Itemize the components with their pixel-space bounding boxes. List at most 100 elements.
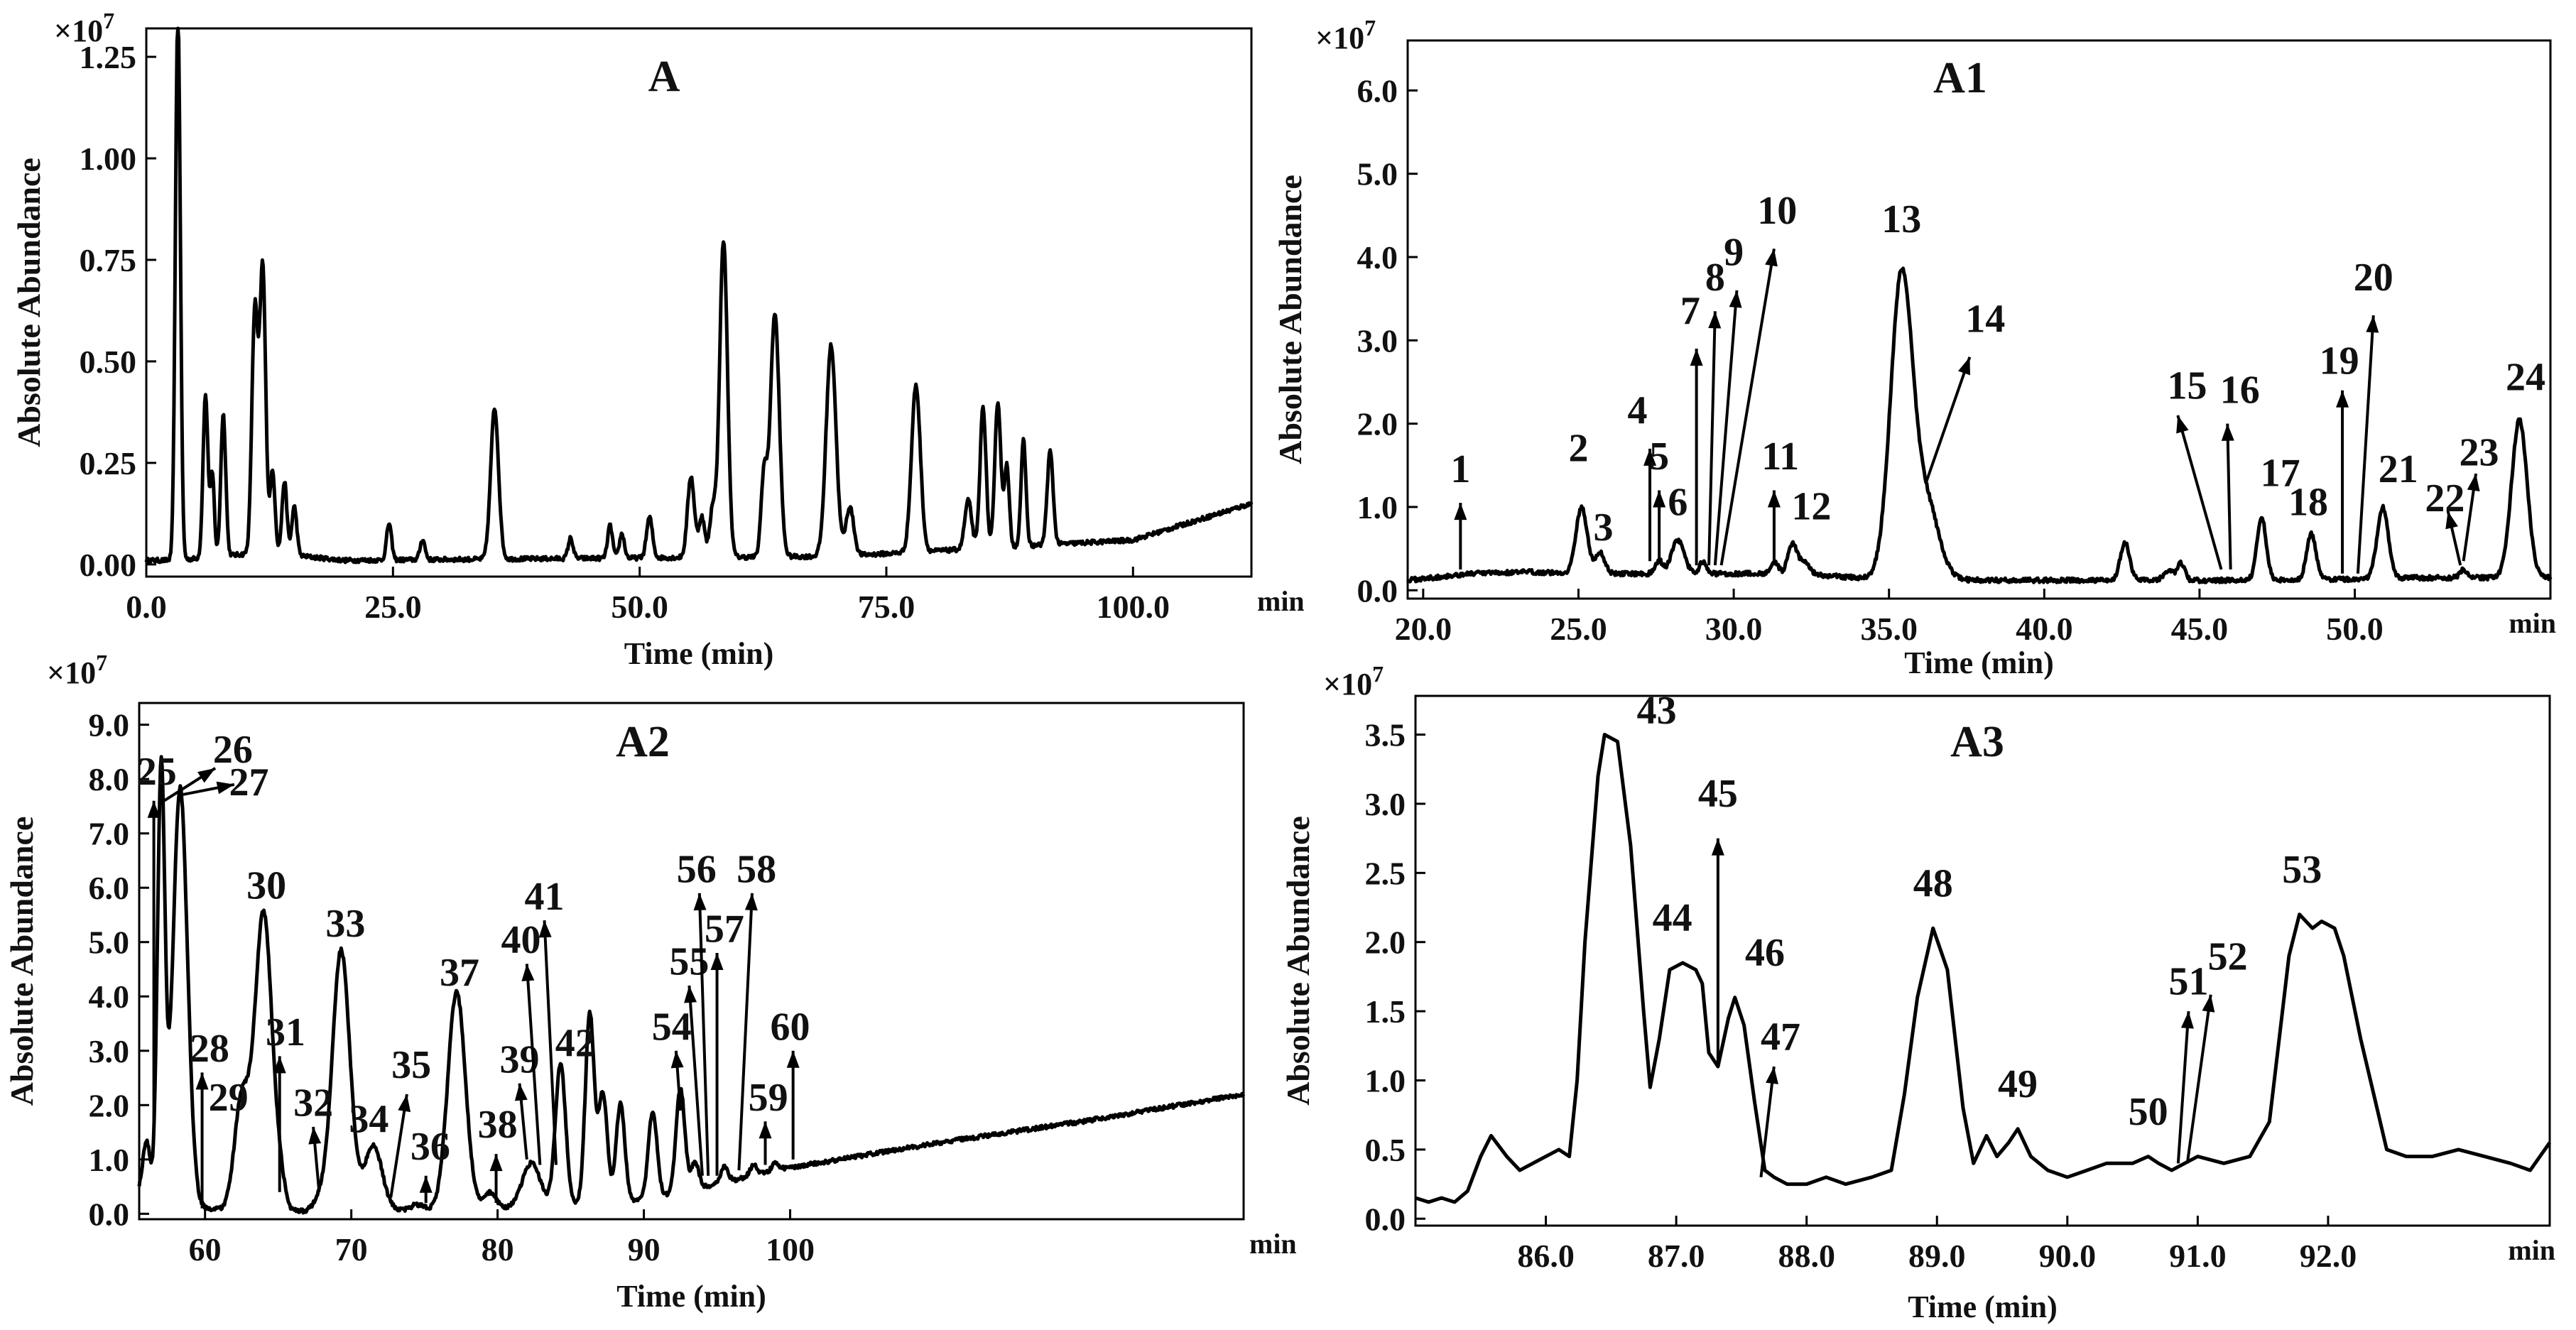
annotation-arrowhead: [273, 1056, 286, 1074]
y-tick-label: 6.0: [89, 870, 130, 906]
annotation-arrowhead: [419, 1175, 433, 1193]
y-tick-label: 1.00: [80, 141, 137, 177]
peak-annotation: 18: [2288, 481, 2328, 525]
y-tick-label: 0.50: [80, 344, 137, 380]
peak-annotation: 12: [1791, 485, 1831, 529]
peak-label: 16: [2220, 368, 2260, 412]
peak-label: 14: [1965, 298, 2005, 342]
peak-label: 54: [652, 1005, 692, 1049]
y-tick-label: 6.0: [1357, 72, 1398, 109]
peak-annotation: 34: [349, 1098, 388, 1142]
annotation-arrowhead: [684, 985, 697, 1003]
annotation-arrow: [525, 964, 542, 1165]
x-tick-label: 100.0: [1097, 589, 1170, 625]
annotation-arrow: [389, 1094, 408, 1198]
peak-annotation: 21: [2379, 447, 2418, 491]
x-axis-title: Time (min): [1908, 1290, 2058, 1324]
peak-label: 17: [2261, 452, 2300, 496]
peak-label: 60: [771, 1005, 810, 1049]
x-unit-label: min: [1249, 1228, 1297, 1260]
peak-annotation: 27: [178, 761, 268, 805]
x-tick-label: 86.0: [1517, 1238, 1575, 1274]
peak-annotation: 4: [1628, 389, 1657, 562]
x-tick-label: 25.0: [364, 589, 422, 625]
peak-label: 36: [411, 1125, 450, 1169]
panel-title: A: [648, 53, 680, 101]
annotation-arrow: [1713, 290, 1739, 566]
peak-annotation: 31: [266, 1010, 305, 1192]
peak-annotation: 41: [525, 875, 565, 1165]
peak-label: 32: [293, 1081, 333, 1125]
x-tick-label: 35.0: [1860, 611, 1918, 647]
chromatogram-trace: [1406, 266, 2553, 584]
peak-annotation: 16: [2220, 368, 2260, 569]
peak-annotation: 14: [1925, 298, 2005, 483]
peak-label: 15: [2167, 364, 2207, 408]
chart-a: 0.00 0.25 0.50 0.75 1.00 1.25 0.0 25.0 50.0 75.0 1…: [11, 8, 1305, 671]
peak-annotation: 47: [1759, 1015, 1800, 1178]
annotation-arrowhead: [1643, 448, 1657, 466]
x-tick-label: 100: [766, 1231, 815, 1268]
y-tick-label: 0.0: [1357, 572, 1398, 609]
peak-annotation: 15: [2167, 364, 2223, 570]
peak-annotation: 13: [1881, 197, 1921, 241]
panel-title: A3: [1950, 718, 2004, 766]
annotation-arrow: [2226, 423, 2232, 569]
peak-label: 26: [213, 728, 253, 772]
peak-annotation: 59: [749, 1076, 788, 1165]
x-tick-label: 25.0: [1550, 611, 1607, 647]
peak-label: 35: [391, 1043, 431, 1087]
peak-annotation: 19: [2320, 339, 2359, 574]
peak-label: 31: [266, 1010, 305, 1054]
peak-annotation: 1: [1450, 447, 1470, 569]
peak-annotation: 50: [2129, 1090, 2168, 1134]
peak-label: 8: [1705, 256, 1725, 300]
y-tick-label: 0.0: [89, 1196, 130, 1232]
peak-label: 56: [677, 848, 717, 892]
peak-annotation: 26: [163, 728, 253, 802]
peak-annotation: 17: [2261, 452, 2300, 496]
peak-label: 34: [349, 1098, 388, 1142]
peak-label: 1: [1450, 447, 1470, 491]
chart-a3: 0.0 0.5 1.0 1.5 2.0 2.5 3.0 3.5 86.0 87.0 88.0 89.0…: [1280, 661, 2555, 1324]
y-scale-label: ×107: [1315, 15, 1376, 55]
x-tick-label: 50.0: [2326, 611, 2384, 647]
annotation-arrowhead: [308, 1126, 322, 1145]
peak-annotation: 9: [1713, 231, 1744, 566]
y-tick-label: 1.5: [1365, 993, 1406, 1030]
x-tick-label: 90.0: [2039, 1238, 2097, 1274]
annotation-arrowhead: [759, 1121, 772, 1139]
peak-label: 3: [1593, 506, 1613, 550]
y-tick-label: 9.0: [89, 707, 130, 743]
peak-label: 11: [1761, 435, 1799, 479]
peak-label: 27: [229, 761, 268, 805]
x-axis-title: Time (min): [616, 1279, 766, 1314]
y-tick-label: 1.0: [1357, 489, 1398, 525]
plot-frame: [138, 702, 1245, 1221]
annotation-arrowhead: [2202, 994, 2215, 1013]
peak-label: 25: [137, 750, 177, 794]
annotation-arrowhead: [1653, 490, 1666, 508]
chart-a2: 0.0 1.0 2.0 3.0 4.0 5.0 6.0 7.0 8.0 9.0 60 70 80 90 10…: [4, 650, 1297, 1314]
x-tick-label: 80: [482, 1231, 514, 1268]
peak-annotation: 52: [2185, 935, 2248, 1164]
peak-label: 7: [1680, 289, 1700, 333]
peak-annotation: 33: [325, 902, 365, 946]
annotation-arrow: [1759, 1066, 1776, 1178]
peak-annotation: 3: [1593, 506, 1613, 550]
y-tick-label: 3.0: [89, 1033, 130, 1069]
peak-annotation: 58: [737, 848, 776, 1171]
annotation-arrowhead: [1454, 503, 1467, 520]
x-tick-label: 91.0: [2169, 1238, 2227, 1274]
peak-label: 46: [1745, 931, 1785, 975]
annotation-arrowhead: [147, 800, 161, 818]
annotation-arrow: [1925, 356, 1972, 483]
peak-annotation: 29: [209, 1076, 249, 1120]
annotation-arrowhead: [744, 893, 758, 911]
y-tick-label: 2.0: [1365, 925, 1406, 961]
annotation-arrowhead: [489, 1154, 503, 1172]
y-scale-label: ×107: [1323, 661, 1384, 702]
peak-label: 5: [1649, 435, 1669, 479]
